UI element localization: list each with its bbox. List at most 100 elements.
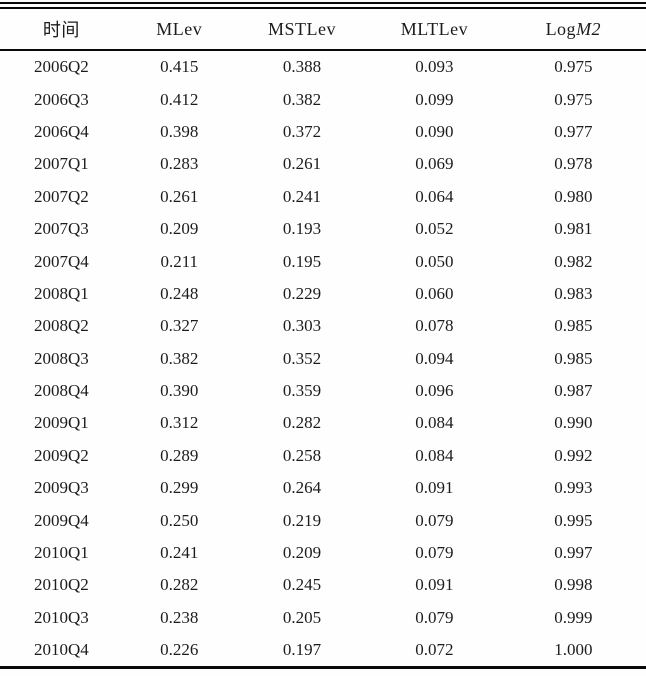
table-row: 2007Q4 0.211 0.195 0.050 0.982: [0, 245, 646, 277]
cell-value: 0.352: [282, 348, 322, 368]
cell-value: 0.050: [415, 251, 454, 271]
cell-value: 0.219: [282, 510, 322, 530]
cell-value: 0.398: [160, 121, 199, 141]
cell-value: 0.209: [160, 219, 199, 239]
cell-time: 2007Q2: [33, 186, 89, 206]
cell-value: 0.261: [282, 154, 322, 174]
table-header: 时间 MLev MSTLev MLTLev LogM2: [0, 5, 646, 51]
cell-value: 0.985: [554, 316, 593, 336]
cell-time: 2010Q1: [33, 543, 89, 563]
cell-value: 0.091: [415, 575, 454, 595]
table-row: 2007Q3 0.209 0.193 0.052 0.981: [0, 213, 646, 245]
cell-time: 2010Q4: [33, 640, 89, 660]
cell-time: 2006Q4: [33, 121, 89, 141]
cell-time: 2008Q4: [33, 381, 89, 401]
cell-value: 0.241: [282, 186, 322, 206]
cell-value: 0.995: [554, 510, 593, 530]
cell-value: 0.060: [415, 283, 454, 303]
column-header-time: 时间: [0, 5, 123, 51]
cell-value: 0.282: [282, 413, 322, 433]
cell-value: 0.998: [554, 575, 593, 595]
cell-time: 2009Q3: [33, 478, 89, 498]
cell-value: 0.975: [554, 89, 593, 109]
cell-time: 2009Q2: [33, 445, 89, 465]
cell-value: 0.258: [282, 445, 322, 465]
cell-value: 0.193: [282, 219, 322, 239]
cell-value: 0.205: [282, 607, 322, 627]
column-header-mstlev: MSTLev: [235, 5, 369, 51]
cell-value: 0.993: [554, 478, 593, 498]
cell-value: 0.990: [554, 413, 593, 433]
table-row: 2008Q2 0.327 0.303 0.078 0.985: [0, 310, 646, 342]
cell-value: 0.992: [554, 445, 593, 465]
cell-value: 0.980: [554, 186, 593, 206]
table-row: 2010Q1 0.241 0.209 0.079 0.997: [0, 537, 646, 569]
cell-value: 0.261: [160, 186, 199, 206]
table-row: 2007Q1 0.283 0.261 0.069 0.978: [0, 148, 646, 180]
cell-value: 0.229: [282, 283, 322, 303]
cell-value: 0.359: [282, 381, 322, 401]
cell-value: 0.983: [554, 283, 593, 303]
cell-value: 0.382: [282, 89, 322, 109]
cell-value: 0.069: [415, 154, 454, 174]
cell-value: 1.000: [554, 640, 593, 660]
column-header-mltlev: MLTLev: [368, 5, 501, 51]
cell-value: 0.390: [160, 381, 199, 401]
cell-value: 0.987: [554, 381, 593, 401]
table-row: 2010Q4 0.226 0.197 0.072 1.000: [0, 634, 646, 668]
cell-time: 2007Q3: [33, 219, 89, 239]
cell-value: 0.415: [160, 57, 199, 77]
cell-value: 0.241: [160, 543, 199, 563]
cell-value: 0.372: [282, 121, 322, 141]
cell-value: 0.999: [554, 607, 593, 627]
cell-value: 0.299: [160, 478, 199, 498]
cell-value: 0.096: [415, 381, 454, 401]
cell-time: 2009Q4: [33, 510, 89, 530]
cell-value: 0.078: [415, 316, 454, 336]
cell-value: 0.283: [160, 154, 199, 174]
header-row: 时间 MLev MSTLev MLTLev LogM2: [0, 5, 646, 51]
cell-value: 0.209: [282, 543, 322, 563]
cell-value: 0.052: [415, 219, 454, 239]
logm2-variable: M2: [576, 18, 602, 39]
cell-value: 0.388: [282, 57, 322, 77]
cell-value: 0.084: [415, 413, 454, 433]
cell-value: 0.282: [160, 575, 199, 595]
table-row: 2009Q3 0.299 0.264 0.091 0.993: [0, 472, 646, 504]
cell-value: 0.978: [554, 154, 593, 174]
table-row: 2006Q2 0.415 0.388 0.093 0.975: [0, 50, 646, 83]
cell-time: 2007Q4: [33, 251, 89, 271]
cell-value: 0.997: [554, 543, 593, 563]
cell-value: 0.064: [415, 186, 454, 206]
table-row: 2008Q4 0.390 0.359 0.096 0.987: [0, 375, 646, 407]
cell-time: 2010Q3: [33, 607, 89, 627]
cell-value: 0.084: [415, 445, 454, 465]
cell-value: 0.303: [282, 316, 322, 336]
cell-value: 0.245: [282, 575, 322, 595]
table-row: 2008Q1 0.248 0.229 0.060 0.983: [0, 278, 646, 310]
cell-value: 0.079: [415, 607, 454, 627]
cell-value: 0.975: [554, 57, 593, 77]
cell-value: 0.248: [160, 283, 199, 303]
cell-value: 0.982: [554, 251, 593, 271]
cell-value: 0.099: [415, 89, 454, 109]
cell-value: 0.289: [160, 445, 199, 465]
table-row: 2009Q1 0.312 0.282 0.084 0.990: [0, 407, 646, 439]
cell-time: 2006Q3: [33, 89, 89, 109]
cell-value: 0.382: [160, 348, 199, 368]
cell-value: 0.079: [415, 543, 454, 563]
cell-value: 0.091: [415, 478, 454, 498]
table-row: 2006Q4 0.398 0.372 0.090 0.977: [0, 116, 646, 148]
table-body: 2006Q2 0.415 0.388 0.093 0.975 2006Q3 0.412 0.3…: [0, 50, 646, 668]
cell-value: 0.226: [160, 640, 199, 660]
cell-value: 0.195: [282, 251, 322, 271]
table-row: 2009Q4 0.250 0.219 0.079 0.995: [0, 504, 646, 536]
table-row: 2008Q3 0.382 0.352 0.094 0.985: [0, 343, 646, 375]
cell-value: 0.977: [554, 121, 593, 141]
cell-time: 2010Q2: [33, 575, 89, 595]
cell-value: 0.079: [415, 510, 454, 530]
cell-value: 0.093: [415, 57, 454, 77]
cell-value: 0.090: [415, 121, 454, 141]
cell-value: 0.264: [282, 478, 322, 498]
